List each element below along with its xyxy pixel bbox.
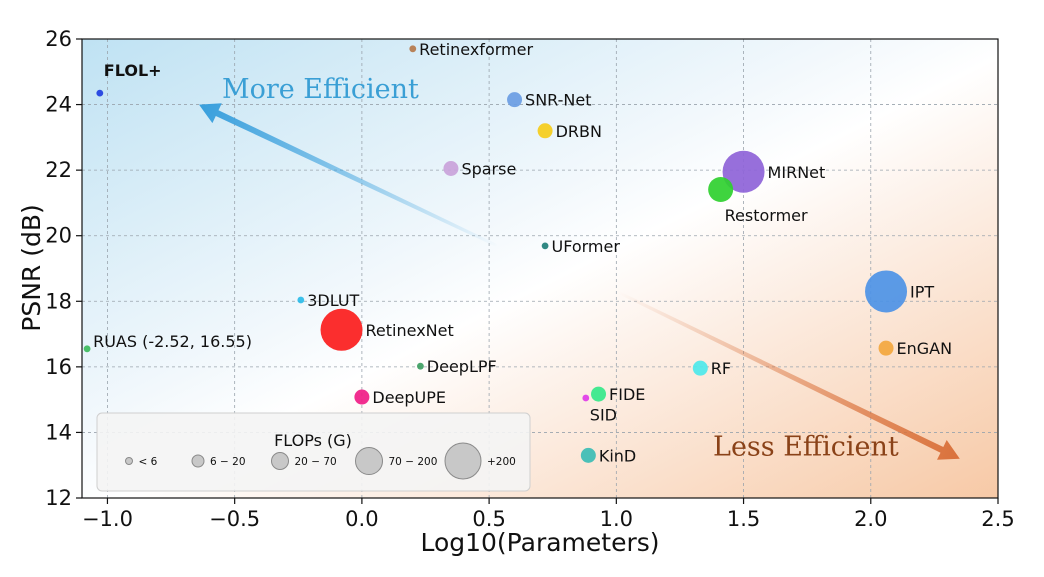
point-uformer <box>541 242 549 250</box>
plot-frame <box>81 38 999 499</box>
point-kind <box>580 447 596 463</box>
legend-marker-70-200 <box>355 447 383 475</box>
legend: FLOPs (G) < 6 6 − 20 20 − 70 70 − 200 +200 <box>96 412 531 492</box>
legend-entries: < 6 6 − 20 20 − 70 70 − 200 +200 <box>125 442 516 480</box>
point-ruas-2-52-16-55 <box>83 345 91 353</box>
y-axis-ticks: 12 14 16 18 20 22 24 26 <box>45 27 82 510</box>
label-uformer: UFormer <box>551 237 620 256</box>
legend-label: +200 <box>487 456 516 468</box>
y-tick-label: 26 <box>45 27 72 51</box>
data-points: FLOL+ Retinexformer SNR-Net DRBN Sparse MIRNe… <box>83 40 953 465</box>
point-mirnet <box>722 150 765 193</box>
point-rf <box>692 360 708 376</box>
y-tick-label: 14 <box>45 420 72 444</box>
point-3dlut <box>297 296 305 304</box>
y-axis-title: PSNR (dB) <box>17 204 46 332</box>
point-snr-net <box>507 92 523 108</box>
label-retinexnet: RetinexNet <box>366 321 454 340</box>
label-restormer: Restormer <box>725 206 808 225</box>
x-tick-label: 0.0 <box>345 507 378 531</box>
legend-label: 6 − 20 <box>210 456 246 468</box>
label-deeplpf: DeepLPF <box>427 357 497 376</box>
point-deepupe <box>354 389 370 405</box>
legend-title: FLOPs (G) <box>274 431 352 450</box>
point-retinexformer <box>409 45 417 53</box>
x-tick-label: 1.5 <box>727 507 760 531</box>
legend-marker-6-20 <box>191 454 205 468</box>
x-tick-label: −0.5 <box>209 507 260 531</box>
legend-marker-200 <box>444 442 482 480</box>
label-engan: EnGAN <box>897 339 953 358</box>
point-restormer <box>708 176 734 202</box>
point-retinexnet <box>320 308 363 351</box>
more-efficient-arrow <box>199 103 498 247</box>
legend-marker-20-70 <box>271 452 289 470</box>
label-sparse: Sparse <box>461 160 516 179</box>
point-sparse <box>443 161 459 177</box>
label-ruas-2-52-16-55: RUAS (-2.52, 16.55) <box>93 332 252 351</box>
x-tick-label: 2.0 <box>854 507 887 531</box>
label-flol: FLOL+ <box>104 61 162 80</box>
y-tick-label: 12 <box>45 486 72 510</box>
point-engan <box>878 340 894 356</box>
y-tick-label: 18 <box>45 289 72 313</box>
less-efficient-arrow <box>615 290 960 460</box>
label-kind: KinD <box>599 446 636 465</box>
label-snr-net: SNR-Net <box>525 91 591 110</box>
x-axis-title: Log10(Parameters) <box>420 528 659 557</box>
less-efficient-arrow-shape <box>615 290 960 460</box>
point-deeplpf <box>417 362 424 370</box>
y-tick-label: 20 <box>45 224 72 248</box>
x-tick-label: 0.5 <box>472 507 505 531</box>
label-drbn: DRBN <box>556 122 602 141</box>
label-3dlut: 3DLUT <box>307 291 359 310</box>
less-efficient-annotation: Less Efficient <box>713 431 899 462</box>
point-fide <box>591 386 607 402</box>
x-tick-label: 2.5 <box>981 507 1014 531</box>
x-axis-ticks: −1.0 −0.5 0.0 0.5 1.0 1.5 2.0 2.5 <box>82 498 1015 531</box>
y-tick-label: 16 <box>45 355 72 379</box>
point-flol <box>96 89 104 97</box>
label-ipt: IPT <box>910 282 934 301</box>
legend-label: 20 − 70 <box>295 456 337 468</box>
x-tick-label: −1.0 <box>82 507 133 531</box>
label-retinexformer: Retinexformer <box>419 40 533 59</box>
label-rf: RF <box>711 359 731 378</box>
legend-label: < 6 <box>139 456 158 468</box>
label-fide: FIDE <box>609 385 645 404</box>
point-sid <box>582 394 590 402</box>
legend-marker-6 <box>125 457 133 465</box>
legend-box <box>96 412 531 492</box>
point-ipt <box>865 270 908 313</box>
more-efficient-arrow-shape <box>199 103 498 247</box>
y-tick-label: 24 <box>45 93 72 117</box>
point-drbn <box>537 123 553 139</box>
more-efficient-annotation: More Efficient <box>222 74 419 105</box>
label-deepupe: DeepUPE <box>372 388 446 407</box>
legend-label: 70 − 200 <box>389 456 438 468</box>
label-sid: SID <box>590 405 617 424</box>
label-mirnet: MIRNet <box>768 163 826 182</box>
y-tick-label: 22 <box>45 158 72 182</box>
x-tick-label: 1.0 <box>600 507 633 531</box>
